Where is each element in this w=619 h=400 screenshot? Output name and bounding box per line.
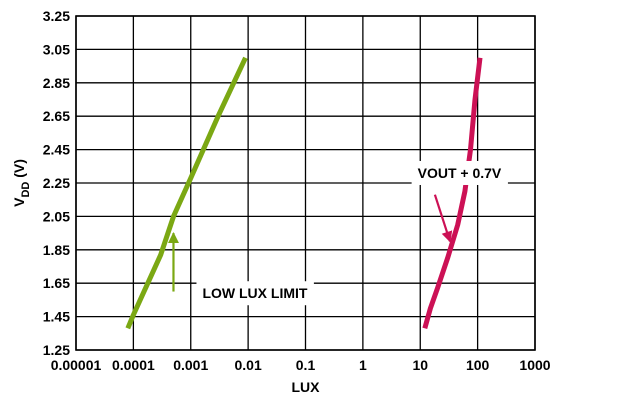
y-axis-title-subscript: DD: [20, 182, 32, 198]
annotation-label: LOW LUX LIMIT: [202, 285, 307, 301]
x-axis-title: LUX: [292, 379, 321, 395]
annotation-label: VOUT + 0.7V: [418, 165, 502, 181]
series-line-1: [125, 56, 248, 330]
plot-border: [75, 15, 536, 351]
x-tick-label: 1000: [519, 357, 550, 373]
y-axis-title-main: V: [11, 197, 27, 207]
y-tick-label: 2.45: [43, 142, 70, 158]
y-tick-label: 2.25: [43, 175, 70, 191]
x-tick-label: 0.0001: [112, 357, 155, 373]
x-tick-label: 100: [466, 357, 490, 373]
annotation-label-background: [411, 160, 508, 185]
x-tick-label: 0.001: [173, 357, 208, 373]
annotation-label-background: [196, 281, 314, 306]
x-tick-label: 1: [359, 357, 367, 373]
y-axis-title-unit: (V): [11, 159, 27, 182]
y-tick-label: 1.45: [43, 309, 70, 325]
y-tick-label: 3.05: [43, 41, 70, 57]
y-tick-label: 1.25: [43, 342, 70, 358]
y-tick-label: 3.25: [43, 8, 70, 24]
series-line-2: [422, 57, 483, 329]
x-tick-label: 10: [412, 357, 428, 373]
x-tick-label: 0.00001: [51, 357, 102, 373]
y-tick-label: 1.85: [43, 242, 70, 258]
y-tick-label: 1.65: [43, 275, 70, 291]
y-axis-title: VDD (V): [11, 159, 32, 207]
y-tick-label: 2.65: [43, 108, 70, 124]
y-tick-label: 2.85: [43, 75, 70, 91]
annotation-arrow: [433, 194, 453, 243]
x-tick-label: 0.01: [235, 357, 262, 373]
y-tick-label: 2.05: [43, 208, 70, 224]
x-tick-label: 0.1: [296, 357, 316, 373]
